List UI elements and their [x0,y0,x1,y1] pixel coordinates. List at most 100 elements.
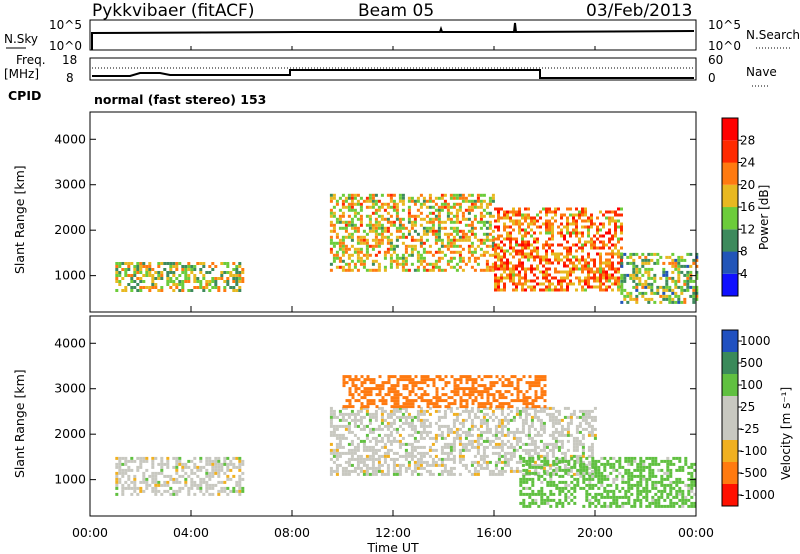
data-cell [356,217,360,221]
data-cell [449,217,453,221]
data-cell [386,412,390,416]
data-cell [482,418,486,422]
data-cell [585,471,589,475]
data-cell [624,471,628,475]
data-cell [509,418,513,422]
data-cell [558,498,562,502]
data-cell [404,244,408,248]
data-cell [124,480,128,484]
data-cell [618,489,622,493]
data-cell [524,240,527,244]
data-cell [386,205,390,209]
data-cell [590,285,593,289]
data-cell [521,213,524,217]
data-cell [497,445,501,449]
data-cell [494,430,498,434]
data-cell [422,430,426,434]
data-cell [175,265,179,268]
station-title: Pykkvibaer (fitACF) [92,1,254,21]
data-cell [238,277,242,280]
data-cell [389,241,393,245]
data-cell [614,279,617,283]
data-cell [440,445,444,449]
data-cell [428,211,432,215]
data-cell [645,489,649,493]
data-cell [545,240,548,244]
data-cell [587,421,591,425]
data-cell [612,498,616,502]
data-cell [525,471,529,475]
data-cell [494,264,497,268]
data-cell [528,504,532,508]
data-cell [695,276,699,280]
data-cell [614,270,617,274]
data-cell [383,265,387,269]
data-cell [223,471,227,475]
data-cell [632,270,636,274]
data-cell [181,462,185,466]
data-cell [515,412,519,416]
data-cell [453,399,457,403]
data-cell [528,396,532,400]
data-cell [621,474,625,478]
data-cell [416,253,420,257]
data-cell [587,412,591,416]
data-cell [509,243,512,247]
data-cell [449,226,453,230]
data-cell [627,495,631,499]
data-cell [639,492,643,496]
data-cell [575,288,578,292]
data-cell [452,241,456,245]
data-cell [573,459,577,463]
data-cell [407,220,411,224]
data-cell [575,207,578,211]
data-cell [503,424,507,428]
data-cell [181,468,185,472]
data-cell [338,451,342,455]
data-cell [666,495,670,499]
data-cell [187,486,191,490]
data-cell [344,220,348,224]
data-cell [530,234,533,238]
data-cell [563,255,566,259]
data-cell [681,489,685,493]
data-cell [567,483,571,487]
data-cell [241,459,245,463]
data-cell [551,448,555,452]
data-cell [527,216,530,220]
data-cell [581,279,584,283]
data-cell [410,199,414,203]
data-cell [389,457,393,461]
colorbar-tick-label: 4 [740,267,748,281]
data-cell [383,202,387,206]
data-cell [674,261,678,265]
data-cell [344,412,348,416]
data-cell [560,288,563,292]
data-cell [614,282,617,286]
data-cell [612,495,616,499]
data-cell [404,226,408,230]
data-cell [235,274,239,277]
data-cell [350,235,354,239]
data-cell [368,199,372,203]
data-cell [491,196,495,200]
data-cell [396,384,400,388]
data-cell [609,465,613,469]
data-cell [527,255,530,259]
data-cell [461,268,465,272]
data-cell [452,202,456,206]
data-cell [543,390,547,394]
data-cell [371,460,375,464]
data-cell [561,456,565,460]
data-cell [636,495,640,499]
data-cell [374,226,378,230]
data-cell [470,220,474,224]
data-cell [347,202,351,206]
data-cell [235,271,239,274]
data-region-3 [342,375,547,409]
data-cell [410,415,414,419]
data-cell [455,250,459,254]
data-cell [611,249,614,253]
data-cell [136,268,140,271]
